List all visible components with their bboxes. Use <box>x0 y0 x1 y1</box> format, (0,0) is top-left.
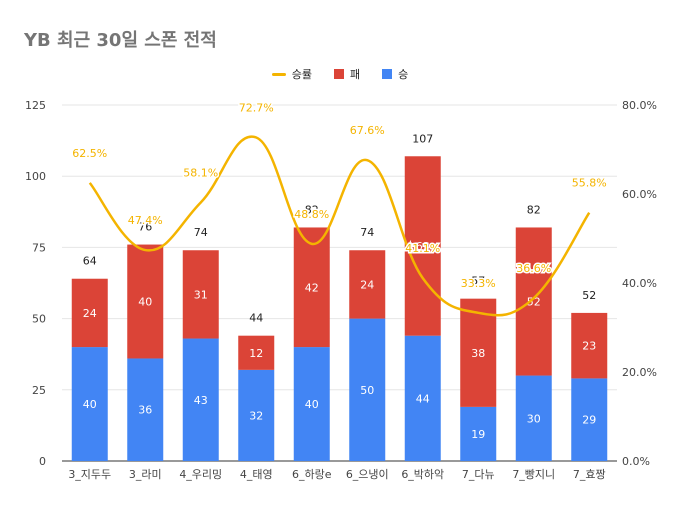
y-left-tick-label: 0 <box>39 455 46 468</box>
data-label-win: 32 <box>249 409 263 422</box>
data-label-rate: 67.6% <box>350 124 385 137</box>
data-label-win: 29 <box>582 414 596 427</box>
data-label-win: 36 <box>138 404 152 417</box>
data-label-win: 44 <box>416 392 430 405</box>
data-label-total: 52 <box>582 289 596 302</box>
x-tick-label: 6_박하악 <box>401 467 444 481</box>
bar-loss <box>182 250 219 339</box>
bar-win <box>127 358 164 461</box>
data-label-total: 44 <box>249 312 263 325</box>
bar-win <box>182 338 219 461</box>
x-tick-label: 6_하랑e <box>292 467 332 481</box>
bar-win <box>515 375 552 461</box>
data-label-rate: 55.8% <box>572 177 607 190</box>
bar-win <box>404 335 441 461</box>
y-left-tick-label: 25 <box>32 384 46 397</box>
data-label-loss: 23 <box>582 340 596 353</box>
data-label-total: 107 <box>412 132 433 145</box>
bar-win <box>460 406 497 461</box>
data-label-rate: 36.6% <box>516 262 551 275</box>
legend-label-win: 승 <box>398 68 409 81</box>
data-label-rate: 72.7% <box>239 101 274 114</box>
legend-swatch-rate <box>271 72 286 76</box>
y-left-tick-label: 50 <box>32 313 46 326</box>
bar-loss <box>404 156 441 336</box>
bar-win <box>571 378 608 461</box>
data-label-total: 82 <box>305 203 319 216</box>
bar-win <box>71 347 108 461</box>
bar-loss <box>460 298 497 407</box>
data-label-win: 50 <box>360 384 374 397</box>
legend: 승률 패 승 <box>0 66 680 82</box>
data-label-rate: 33.3% <box>461 277 496 290</box>
bar-loss <box>71 278 108 348</box>
data-label-win: 19 <box>471 428 485 441</box>
bar-win <box>238 369 275 461</box>
x-tick-label: 7_효짱 <box>573 468 606 481</box>
y-right-tick-label: 60.0% <box>622 188 657 201</box>
legend-item-rate[interactable]: 승률 <box>271 66 312 82</box>
legend-item-loss[interactable]: 패 <box>334 66 360 82</box>
bar-loss <box>349 250 386 319</box>
x-tick-label: 4_우리밍 <box>179 468 222 481</box>
legend-swatch-loss <box>334 69 344 79</box>
x-tick-label: 7_빵지니 <box>512 468 555 481</box>
bar-win <box>293 347 330 461</box>
rate-line <box>88 135 591 317</box>
legend-item-win[interactable]: 승 <box>382 66 408 82</box>
bar-loss <box>238 335 275 370</box>
x-tick-label: 3_지두두 <box>68 468 111 481</box>
data-label-total: 64 <box>83 255 97 268</box>
legend-label-loss: 패 <box>350 68 361 81</box>
y-right-tick-label: 40.0% <box>622 277 657 290</box>
data-label-loss: 38 <box>471 347 485 360</box>
data-label-rate: 62.5% <box>72 147 107 160</box>
data-label-win: 30 <box>527 412 541 425</box>
x-tick-label: 6_으냉이 <box>346 468 389 481</box>
data-label-total: 82 <box>527 203 541 216</box>
x-tick-label: 4_태영 <box>240 468 273 481</box>
data-label-total: 74 <box>360 226 374 239</box>
y-left-tick-label: 125 <box>25 99 46 112</box>
data-label-loss: 31 <box>194 288 208 301</box>
bar-loss <box>515 227 552 376</box>
y-right-tick-label: 80.0% <box>622 99 657 112</box>
data-label-loss: 24 <box>360 278 374 291</box>
data-label-rate: 58.1% <box>183 166 218 179</box>
data-label-total: 76 <box>138 221 152 234</box>
legend-label-rate: 승률 <box>291 68 312 81</box>
data-label-win: 40 <box>305 398 319 411</box>
bar-win <box>349 318 386 461</box>
data-label-total: 74 <box>194 226 208 239</box>
y-right-tick-label: 0.0% <box>622 455 650 468</box>
legend-swatch-win <box>382 69 393 79</box>
y-left-tick-label: 100 <box>25 170 46 183</box>
data-label-loss: 42 <box>305 281 319 294</box>
data-label-loss: 63 <box>416 240 430 253</box>
x-tick-label: 7_다뉴 <box>462 468 495 481</box>
y-right-tick-label: 20.0% <box>622 366 657 379</box>
data-label-win: 43 <box>194 394 208 407</box>
data-label-loss: 40 <box>138 296 152 309</box>
data-label-total: 57 <box>471 275 485 288</box>
data-label-loss: 52 <box>527 296 541 309</box>
data-label-loss: 12 <box>249 347 263 360</box>
bar-loss <box>571 312 608 379</box>
data-label-rate: 48.8% <box>294 208 329 221</box>
chart-title: YB 최근 30일 스폰 전적 <box>24 30 217 51</box>
bar-loss <box>127 244 164 359</box>
bar-loss <box>293 227 330 348</box>
data-label-rate: 47.4% <box>128 214 163 227</box>
y-left-tick-label: 75 <box>32 241 46 254</box>
data-label-win: 40 <box>83 398 97 411</box>
x-tick-label: 3_라미 <box>129 468 162 481</box>
data-label-rate: 41.1% <box>405 242 440 255</box>
data-label-loss: 24 <box>83 307 97 320</box>
